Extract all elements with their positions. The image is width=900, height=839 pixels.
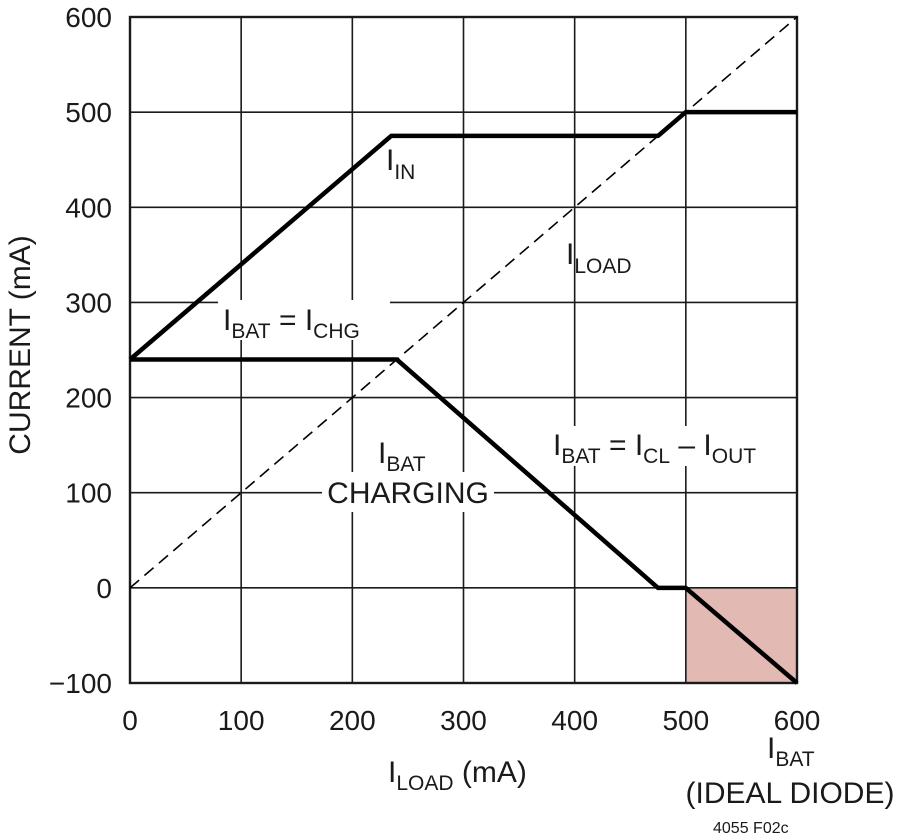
y-tick-label: 0 xyxy=(96,573,112,604)
x-axis-label-rest: (mA) xyxy=(454,756,527,789)
series-i-load xyxy=(129,16,798,589)
annotation-iin-sub: IN xyxy=(394,161,415,184)
annotation-iin: IIN xyxy=(386,144,415,184)
annotation-ibat-ichg: IBAT = ICHG xyxy=(223,304,360,343)
x-axis-label: ILOAD (mA) xyxy=(388,756,527,795)
y-tick-label: 300 xyxy=(65,287,112,318)
figure-code: 4055 F02c xyxy=(713,820,789,837)
y-axis-label: CURRENT (mA) xyxy=(4,235,37,454)
annotation-iload-sub: LOAD xyxy=(574,255,631,278)
x-tick-label: 500 xyxy=(662,705,709,736)
x-tick-label: 400 xyxy=(551,705,598,736)
x-extra-label-main: I xyxy=(767,732,775,765)
x-tick-label: 300 xyxy=(440,705,487,736)
plot-frame xyxy=(128,15,799,685)
annotation-icl-p1: I xyxy=(553,429,561,462)
axis-layer: 0 100 200 300 400 500 600 −100 0 100 200 300 400 500 6… xyxy=(49,2,820,736)
x-axis-label-sub: LOAD xyxy=(396,772,453,795)
x-tick-label: 200 xyxy=(329,705,376,736)
annotation-ibat-charging-main: I xyxy=(378,437,386,470)
annotation-ibat-ichg-s1: BAT xyxy=(231,320,270,343)
y-tick-label: 400 xyxy=(65,192,112,223)
annotation-ibat-icl-iout-bg xyxy=(548,426,790,466)
x-extra-label-sub: BAT xyxy=(775,748,814,771)
x-extra-label-line2: (IDEAL DIODE) xyxy=(686,777,895,810)
x-tick-label: 600 xyxy=(774,705,821,736)
y-tick-label: −100 xyxy=(49,668,112,699)
y-tick-label: 100 xyxy=(65,478,112,509)
annotation-ibat-charging-sub: BAT xyxy=(386,453,425,476)
annotation-icl-p2: = I xyxy=(601,429,644,462)
annotation-ibat-charging-line2: CHARGING xyxy=(327,477,489,510)
series-i-bat xyxy=(130,357,799,685)
y-tick-label: 500 xyxy=(65,97,112,128)
y-tick-label: 200 xyxy=(65,383,112,414)
annotation-iload: ILOAD xyxy=(566,238,632,278)
annotation-ibat-ichg-bg xyxy=(218,300,390,340)
annotation-iin-main: I xyxy=(386,144,394,177)
x-axis-label-main: I xyxy=(388,756,396,789)
annotation-iload-main: I xyxy=(566,238,574,271)
annotation-ibat-ichg-p2: = I xyxy=(271,304,314,337)
annotation-ibat-icl-iout: IBAT = ICL – IOUT xyxy=(553,429,756,468)
annotation-icl-s3: OUT xyxy=(712,445,757,468)
annotation-ibat-ichg-s2: CHG xyxy=(313,320,360,343)
annotation-ibat-charging-line1: IBAT xyxy=(378,437,426,476)
y-tick-label: 600 xyxy=(65,2,112,33)
x-tick-label: 0 xyxy=(122,705,138,736)
annotation-icl-s2: CL xyxy=(643,445,670,468)
series-layer xyxy=(128,16,799,685)
annotation-ibat-charging-bg xyxy=(322,472,494,512)
x-extra-label-line1: IBAT xyxy=(767,732,815,771)
annotation-ibat-ichg-p1: I xyxy=(223,304,231,337)
grid-layer xyxy=(128,15,799,685)
x-tick-label: 100 xyxy=(218,705,265,736)
annotation-icl-p3: – I xyxy=(670,429,712,462)
annotation-icl-s1: BAT xyxy=(561,445,600,468)
